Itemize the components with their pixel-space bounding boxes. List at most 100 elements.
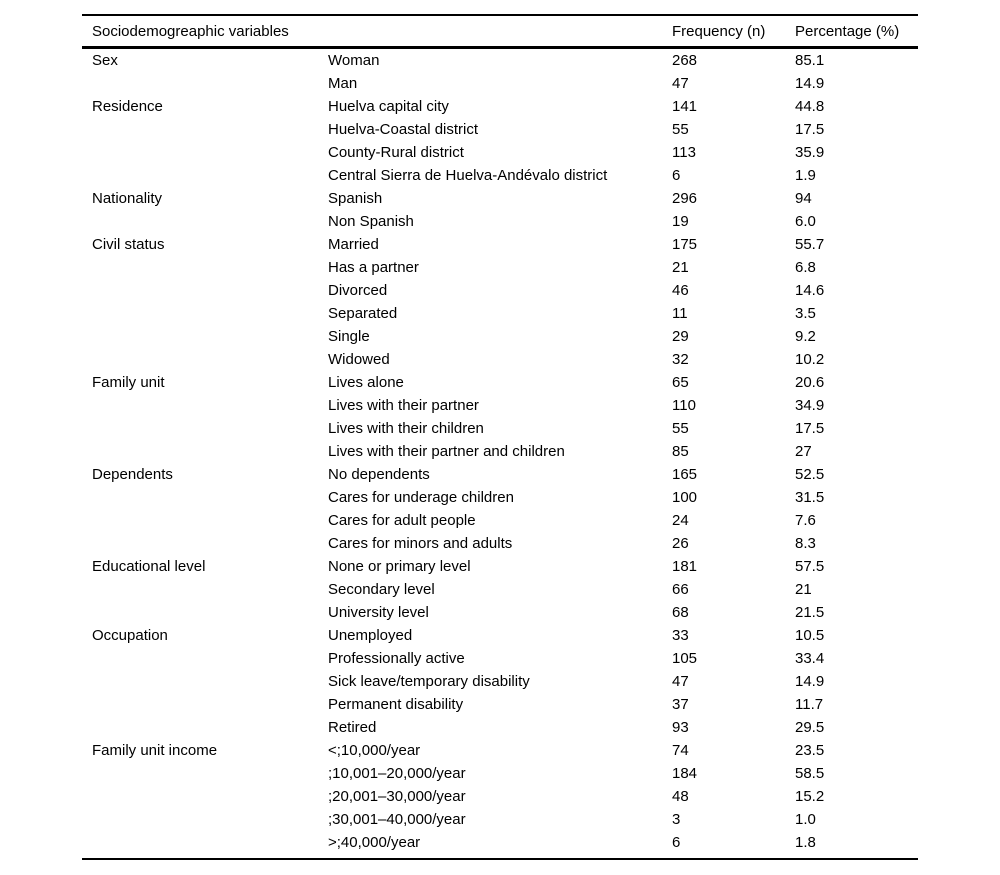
variable-cell: Dependents (92, 465, 173, 483)
frequency-cell: 268 (672, 51, 698, 69)
percentage-cell: 17.5 (795, 419, 825, 437)
sociodemographic-table: Sociodemogreaphic variables Frequency (n… (82, 14, 918, 860)
category-cell: ;10,001–20,000/year (328, 764, 466, 782)
table-top-rule (82, 14, 918, 16)
table-row: Huelva-Coastal district 55 17.5 (82, 118, 918, 141)
table-row: Civil status Married 175 55.7 (82, 233, 918, 256)
category-cell: County-Rural district (328, 143, 464, 161)
frequency-cell: 93 (672, 718, 689, 736)
percentage-cell: 31.5 (795, 488, 825, 506)
variable-cell: Educational level (92, 557, 206, 575)
frequency-cell: 55 (672, 419, 689, 437)
frequency-cell: 74 (672, 741, 689, 759)
variable-cell: Occupation (92, 626, 168, 644)
category-cell: Sick leave/temporary disability (328, 672, 530, 690)
percentage-cell: 1.0 (795, 810, 816, 828)
percentage-cell: 27 (795, 442, 812, 460)
variable-cell: Family unit income (92, 741, 218, 759)
table-row: Permanent disability 37 11.7 (82, 693, 918, 716)
percentage-cell: 34.9 (795, 396, 825, 414)
table-row: Residence Huelva capital city 141 44.8 (82, 95, 918, 118)
category-cell: Cares for underage children (328, 488, 514, 506)
category-cell: Widowed (328, 350, 390, 368)
table-row: Has a partner 21 6.8 (82, 256, 918, 279)
table-row: Secondary level 66 21 (82, 578, 918, 601)
frequency-cell: 46 (672, 281, 689, 299)
percentage-cell: 1.9 (795, 166, 816, 184)
percentage-cell: 6.0 (795, 212, 816, 230)
percentage-cell: 14.9 (795, 74, 825, 92)
percentage-cell: 11.7 (795, 695, 824, 713)
percentage-cell: 21 (795, 580, 812, 598)
header-variables: Sociodemogreaphic variables (92, 22, 289, 40)
variable-cell: Civil status (92, 235, 165, 253)
frequency-cell: 19 (672, 212, 689, 230)
table-row: >;40,000/year 6 1.8 (82, 831, 918, 854)
frequency-cell: 55 (672, 120, 689, 138)
percentage-cell: 1.8 (795, 833, 816, 851)
table-row: ;10,001–20,000/year 184 58.5 (82, 762, 918, 785)
percentage-cell: 21.5 (795, 603, 825, 621)
table-row: Man 47 14.9 (82, 72, 918, 95)
variable-cell: Family unit (92, 373, 165, 391)
percentage-cell: 10.5 (795, 626, 825, 644)
category-cell: Central Sierra de Huelva-Andévalo distri… (328, 166, 608, 184)
category-cell: Huelva-Coastal district (328, 120, 479, 138)
percentage-cell: 7.6 (795, 511, 816, 529)
percentage-cell: 8.3 (795, 534, 816, 552)
category-cell: Non Spanish (328, 212, 414, 230)
frequency-cell: 105 (672, 649, 698, 667)
category-cell: Unemployed (328, 626, 413, 644)
frequency-cell: 113 (672, 143, 696, 161)
percentage-cell: 52.5 (795, 465, 825, 483)
percentage-cell: 3.5 (795, 304, 816, 322)
frequency-cell: 11 (672, 304, 688, 322)
frequency-cell: 24 (672, 511, 689, 529)
category-cell: Divorced (328, 281, 388, 299)
frequency-cell: 165 (672, 465, 698, 483)
percentage-cell: 9.2 (795, 327, 816, 345)
table-row: Single 29 9.2 (82, 325, 918, 348)
table-row: Non Spanish 19 6.0 (82, 210, 918, 233)
table-header-rule (82, 46, 918, 49)
percentage-cell: 29.5 (795, 718, 825, 736)
category-cell: University level (328, 603, 429, 621)
table-row: Family unit income <;10,000/year 74 23.5 (82, 739, 918, 762)
table-row: Cares for adult people 24 7.6 (82, 509, 918, 532)
frequency-cell: 66 (672, 580, 689, 598)
table-bottom-rule (82, 857, 918, 860)
percentage-cell: 10.2 (795, 350, 825, 368)
category-cell: Single (328, 327, 370, 345)
table-row: Occupation Unemployed 33 10.5 (82, 624, 918, 647)
percentage-cell: 14.9 (795, 672, 825, 690)
percentage-cell: 85.1 (795, 51, 825, 69)
table-row: Cares for minors and adults 26 8.3 (82, 532, 918, 555)
table-row: Lives with their children 55 17.5 (82, 417, 918, 440)
percentage-cell: 14.6 (795, 281, 825, 299)
table-header-row: Sociodemogreaphic variables Frequency (n… (82, 16, 918, 46)
frequency-cell: 32 (672, 350, 689, 368)
category-cell: Woman (328, 51, 380, 69)
frequency-cell: 110 (672, 396, 696, 414)
table-row: Lives with their partner and children 85… (82, 440, 918, 463)
category-cell: Married (328, 235, 379, 253)
frequency-cell: 141 (672, 97, 698, 115)
percentage-cell: 20.6 (795, 373, 825, 391)
category-cell: Lives with their partner and children (328, 442, 565, 460)
percentage-cell: 35.9 (795, 143, 825, 161)
category-cell: Lives with their partner (328, 396, 479, 414)
frequency-cell: 65 (672, 373, 689, 391)
frequency-cell: 48 (672, 787, 689, 805)
category-cell: >;40,000/year (328, 833, 421, 851)
percentage-cell: 17.5 (795, 120, 825, 138)
table-row: Widowed 32 10.2 (82, 348, 918, 371)
percentage-cell: 58.5 (795, 764, 825, 782)
percentage-cell: 44.8 (795, 97, 825, 115)
percentage-cell: 6.8 (795, 258, 816, 276)
category-cell: <;10,000/year (328, 741, 421, 759)
category-cell: Secondary level (328, 580, 435, 598)
table-row: Separated 11 3.5 (82, 302, 918, 325)
category-cell: Permanent disability (328, 695, 464, 713)
frequency-cell: 296 (672, 189, 698, 207)
